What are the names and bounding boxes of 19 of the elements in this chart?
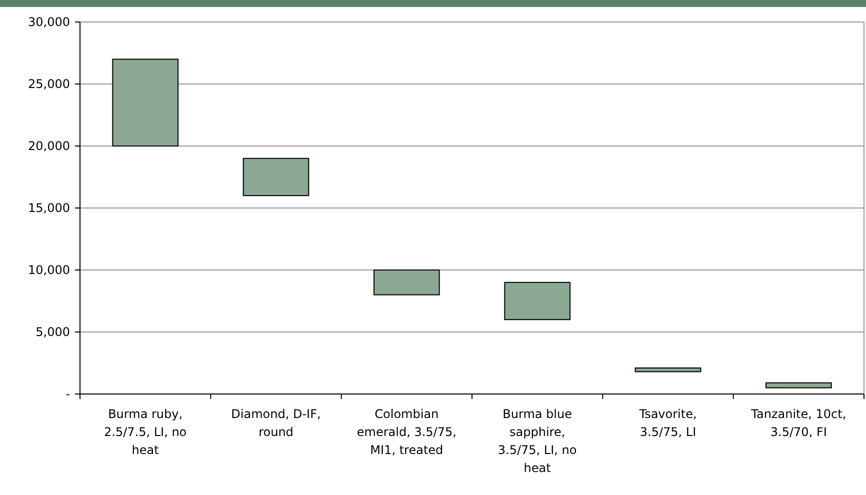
y-tick-label: 5,000	[36, 325, 70, 340]
y-tick-label: 15,000	[28, 201, 70, 216]
x-tick-label: Colombian emerald, 3.5/75, MI1, treated	[356, 407, 456, 457]
x-tick-label: Burma ruby, 2.5/7.5, LI, no heat	[104, 407, 187, 457]
bar	[634, 367, 702, 372]
bar	[766, 382, 832, 388]
x-tick-label: Tanzanite, 10ct, 3.5/70, FI	[750, 407, 846, 439]
bar	[504, 282, 570, 320]
y-tick-label: 25,000	[28, 77, 70, 92]
y-tick-label: 10,000	[28, 263, 70, 278]
x-tick-label: Tsavorite, 3.5/75, LI	[638, 407, 697, 439]
bar	[374, 270, 440, 296]
y-tick-label: -	[66, 387, 70, 402]
x-tick-label: Burma blue sapphire, 3.5/75, LI, no heat	[498, 407, 577, 475]
x-tick-label: Diamond, D-IF, round	[231, 407, 321, 439]
bar	[112, 58, 178, 146]
y-tick-label: 30,000	[28, 15, 70, 30]
y-tick-label: 20,000	[28, 139, 70, 154]
bar	[242, 158, 310, 196]
